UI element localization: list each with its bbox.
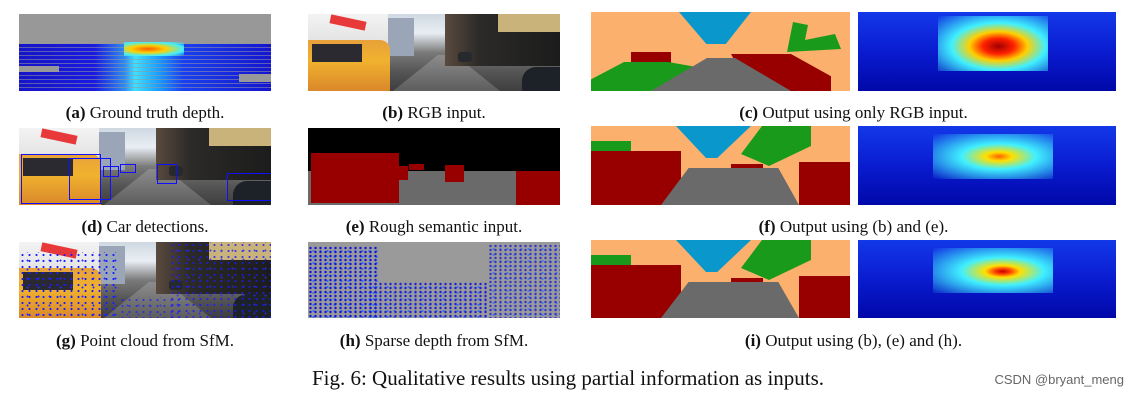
near-depth-blob [933, 248, 1053, 293]
near-depth-highlight [124, 42, 184, 56]
panel-i-segmentation [591, 240, 850, 318]
sfm-points [19, 252, 119, 318]
awning [498, 14, 560, 32]
car-region [799, 276, 850, 318]
detection-box [103, 166, 119, 177]
tower-building [388, 18, 414, 56]
watermark: CSDN @bryant_meng [994, 372, 1124, 387]
panel-b-rgb-input [308, 14, 560, 91]
sky-region [676, 240, 751, 272]
car-region [398, 166, 408, 180]
car-region [799, 162, 850, 205]
van-window [23, 158, 73, 176]
tower-building [99, 132, 125, 170]
panel-h-sparse-depth [308, 242, 560, 318]
caption-g: (g) Point cloud from SfM. [55, 331, 235, 350]
caption-f: (f) Output using (b) and (e). [758, 217, 949, 236]
caption-b: (b) RGB input. [382, 103, 486, 122]
lidar-gap [19, 66, 59, 72]
near-depth-blob [938, 16, 1048, 71]
road-region [661, 282, 799, 318]
parked-car-right [522, 67, 560, 91]
car-region [445, 165, 464, 182]
caption-d: (d) Car detections. [81, 217, 209, 236]
caption-h: (h) Sparse depth from SfM. [339, 331, 529, 350]
panel-c-depth [858, 12, 1116, 91]
awning [209, 128, 271, 146]
vegetation-region [741, 240, 811, 280]
detection-box [69, 158, 111, 200]
detection-box [227, 173, 271, 201]
caption-a: (a) Ground truth depth. [65, 103, 225, 122]
parked-car [458, 52, 472, 62]
lidar-gap [239, 74, 271, 82]
car-region [591, 151, 681, 205]
car-region [516, 171, 560, 205]
detection-box [120, 164, 136, 173]
detection-box [21, 154, 101, 204]
vegetation-region [591, 255, 631, 267]
near-depth-blob [933, 134, 1053, 179]
sky-region [676, 126, 751, 158]
car-region [311, 153, 399, 203]
panel-f-segmentation [591, 126, 850, 205]
figure-caption: Fig. 6: Qualitative results using partia… [311, 366, 825, 390]
detection-box [157, 164, 177, 184]
panel-i-depth [858, 240, 1116, 318]
caption-e: (e) Rough semantic input. [345, 217, 523, 236]
panel-g-point-cloud [19, 242, 271, 318]
sky-region [679, 12, 751, 44]
road-region [661, 168, 799, 205]
sfm-points [119, 297, 179, 318]
sparse-depth-points [368, 282, 488, 318]
parked-car-right [233, 181, 271, 205]
car-region [409, 164, 424, 170]
sparse-depth-points [308, 246, 378, 318]
panel-c-segmentation [591, 12, 850, 91]
caption-c: (c) Output using only RGB input. [739, 103, 968, 122]
panel-d-car-detections [19, 128, 271, 205]
vegetation-region [741, 126, 811, 166]
van-window [312, 44, 362, 62]
panel-a-ground-truth-depth [19, 14, 271, 91]
panel-f-depth [858, 126, 1116, 205]
vegetation-region [591, 141, 631, 153]
caption-i: (i) Output using (b), (e) and (h). [744, 331, 963, 350]
car-region [631, 52, 671, 64]
vegetation-region [787, 22, 841, 52]
sfm-points [169, 242, 271, 318]
sparse-depth-points [488, 244, 560, 318]
car-region [591, 265, 681, 318]
panel-e-rough-semantic [308, 128, 560, 205]
